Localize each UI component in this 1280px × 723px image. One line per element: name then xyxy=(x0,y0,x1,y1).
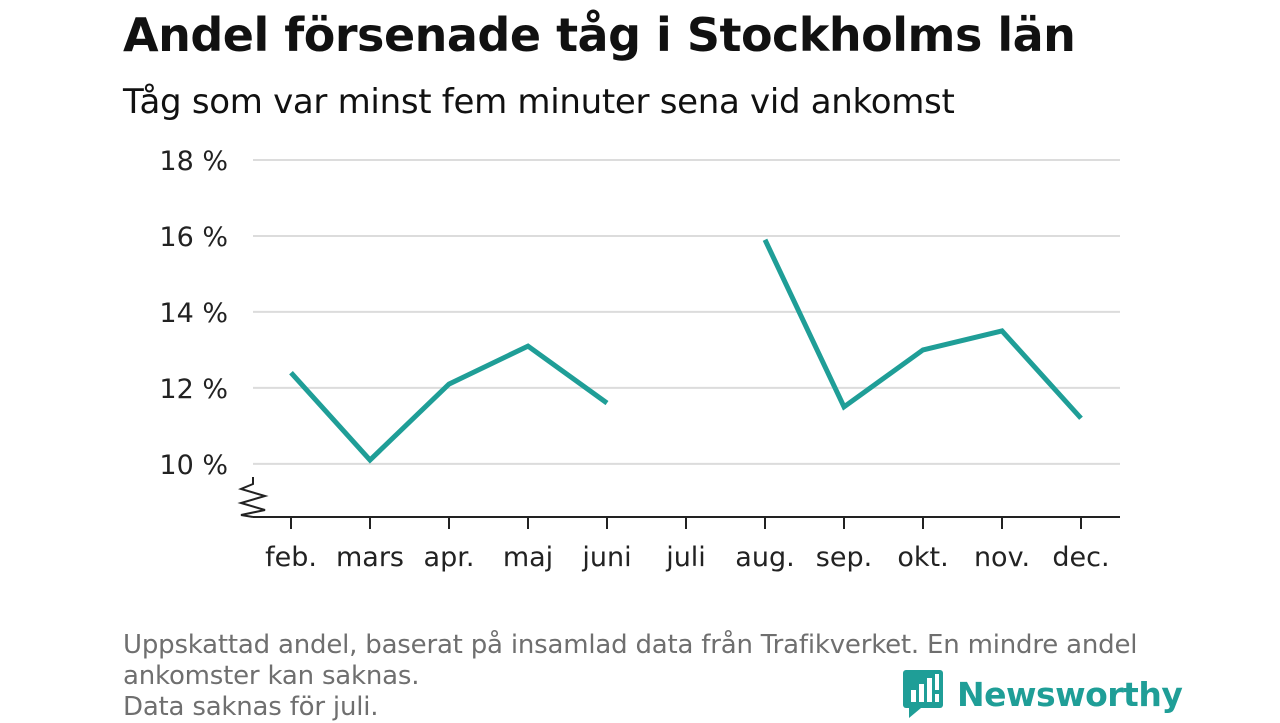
y-tick-label: 12 % xyxy=(159,374,228,405)
x-tick-label: mars xyxy=(336,542,404,573)
series-line-segment xyxy=(289,343,609,464)
gridlines xyxy=(253,159,1120,465)
footnote-line: ankomster kan saknas. xyxy=(123,661,420,691)
x-tick-label: apr. xyxy=(424,542,475,573)
x-tick-label: sep. xyxy=(816,542,872,573)
logo-text: Newsworthy xyxy=(957,674,1183,714)
x-tick-label: aug. xyxy=(735,542,794,573)
y-axis-labels: 10 % 12 % 14 % 16 % 18 % xyxy=(159,146,228,481)
x-tick-label: maj xyxy=(503,542,553,573)
footnote-line: Data saknas för juli. xyxy=(123,692,379,722)
logo-icon xyxy=(903,670,943,718)
chart-subtitle: Tåg som var minst fem minuter sena vid a… xyxy=(123,82,955,122)
x-tick-label: juli xyxy=(665,542,706,573)
footnote: Uppskattad andel, baserat på insamlad da… xyxy=(123,630,1137,723)
newsworthy-logo: Newsworthy xyxy=(903,670,1183,718)
x-axis: feb. mars apr. maj juni juli aug. sep. okt. nov. d… xyxy=(237,477,1120,573)
x-tick-label: okt. xyxy=(897,542,948,573)
x-tick-label: juni xyxy=(581,542,631,573)
y-tick-label: 14 % xyxy=(159,298,228,329)
x-tick-label: feb. xyxy=(265,542,317,573)
x-tick-label: nov. xyxy=(974,542,1030,573)
footnote-line: Uppskattad andel, baserat på insamlad da… xyxy=(123,630,1138,660)
series-line-segment xyxy=(762,238,1083,420)
axis-break xyxy=(237,477,269,518)
series-line xyxy=(289,238,1083,464)
x-tick-label: dec. xyxy=(1052,542,1109,573)
y-tick-label: 16 % xyxy=(159,222,228,253)
y-tick-label: 10 % xyxy=(159,450,228,481)
chart-title: Andel försenade tåg i Stockholms län xyxy=(123,8,1076,62)
y-tick-label: 18 % xyxy=(159,146,228,177)
